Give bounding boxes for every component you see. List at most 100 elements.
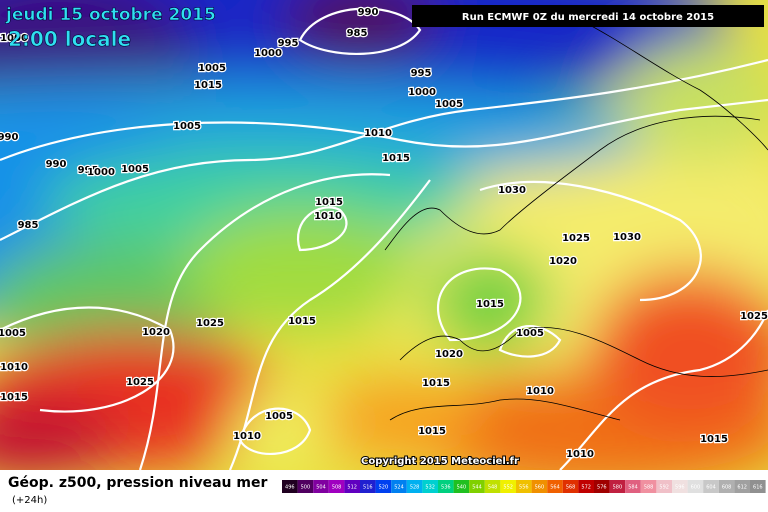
isobar-label: 1000 (0, 33, 28, 44)
isobar-label: 1030 (613, 232, 641, 243)
scale-swatch (594, 480, 610, 493)
isobar-label: 1010 (526, 386, 554, 397)
isobar-label: 1005 (121, 164, 149, 175)
isobar-labels: 9909859951000100510159951000100510051010… (0, 6, 768, 462)
scale-swatch (438, 480, 454, 493)
scale-label: 560 (535, 485, 545, 491)
scale-label: 528 (410, 485, 420, 491)
isobar-label: 1000 (254, 48, 282, 59)
legend-subtitle: (+24h) (12, 495, 47, 506)
isobar-label: 1015 (382, 153, 410, 164)
isobar-label: 1020 (549, 256, 577, 267)
scale-label: 604 (706, 485, 716, 491)
date: jeudi 15 octobre 2015 (5, 5, 216, 25)
scale-label: 540 (457, 485, 467, 491)
scale-label: 576 (597, 485, 607, 491)
scale-label: 588 (644, 485, 654, 491)
scale-swatch (672, 480, 688, 493)
isobar-label: 1005 (173, 121, 201, 132)
scale-label: 556 (519, 485, 529, 491)
isobar-label: 1005 (435, 99, 463, 110)
scale-swatch (313, 480, 329, 493)
scale-label: 532 (425, 485, 435, 491)
isobar-label: 1020 (435, 349, 463, 360)
scale-swatch (469, 480, 485, 493)
isobar-label: 1000 (87, 167, 115, 178)
scale-label: 508 (332, 485, 342, 491)
scale-label: 600 (691, 485, 701, 491)
isobars (0, 7, 768, 471)
scale-label: 516 (363, 485, 373, 491)
isobar-label: 1015 (476, 299, 504, 310)
scale-label: 572 (581, 485, 591, 491)
isobar-label: 1015 (288, 316, 316, 327)
scale-label: 500 (301, 485, 311, 491)
isobar-label: 995 (278, 38, 299, 49)
scale-label: 524 (394, 485, 404, 491)
scale-label: 592 (659, 485, 669, 491)
color-scale: 496 500 504 508 512 516 520 524 528 532 536 540 544 5… (282, 480, 766, 493)
isobar-label: 1015 (0, 392, 28, 403)
isobar-label: 1005 (265, 411, 293, 422)
isobar-label: 1005 (516, 328, 544, 339)
isobar-label: 1015 (194, 80, 222, 91)
scale-swatch (718, 480, 735, 493)
scale-swatch (547, 480, 563, 493)
isobar-label: 1010 (233, 431, 261, 442)
scale-label: 584 (628, 485, 638, 491)
legend-title: Géop. z500, pression niveau mer (8, 475, 267, 491)
isobar-label: 1010 (314, 211, 342, 222)
scale-label: 568 (566, 485, 576, 491)
scale-swatch (656, 480, 672, 493)
run-info: Run ECMWF 0Z du mercredi 14 octobre 2015 (462, 12, 714, 23)
scale-swatch (282, 480, 298, 493)
scale-label: 504 (316, 485, 326, 491)
scale-label: 616 (753, 485, 763, 491)
isobar-label: 1015 (418, 426, 446, 437)
isobar-label: 990 (0, 132, 18, 143)
isobar-label: 995 (411, 68, 432, 79)
scale-swatch (703, 480, 719, 493)
isobar-label: 1010 (0, 362, 28, 373)
scale-swatch (360, 480, 376, 493)
scale-swatch (734, 480, 750, 493)
scale-swatch (609, 480, 626, 493)
isobar-label: 995 (78, 165, 99, 176)
scale-swatch (578, 480, 594, 493)
scale-swatch (391, 480, 407, 493)
isobar-label: 1020 (142, 327, 170, 338)
isobar-label: 1005 (198, 63, 226, 74)
run-box (412, 5, 764, 27)
copyright: Copyright 2015 Meteociel.fr (361, 456, 519, 467)
scale-label: 552 (503, 485, 513, 491)
isobar-label: 1025 (562, 233, 590, 244)
isobar-label: 985 (18, 220, 39, 231)
scale-swatch (625, 480, 641, 493)
isobar-label: 1025 (196, 318, 224, 329)
isobar-label: 1005 (0, 328, 26, 339)
scale-swatch (687, 480, 704, 493)
scale-swatch (750, 480, 766, 493)
field (0, 0, 768, 490)
isobar-label: 1000 (408, 87, 436, 98)
scale-swatch (562, 480, 579, 493)
scale-swatch (516, 480, 532, 493)
scale-label: 512 (347, 485, 357, 491)
scale-swatch (422, 480, 438, 493)
isobar-label: 1015 (422, 378, 450, 389)
isobar-label: 1025 (126, 377, 154, 388)
coastlines (384, 19, 768, 421)
scale-label: 564 (550, 485, 560, 491)
scale-swatch (500, 480, 516, 493)
scale-swatch (406, 480, 423, 493)
time: 2:00 locale (8, 27, 131, 51)
scale-swatch (640, 480, 657, 493)
isobar-label: 1010 (364, 128, 392, 139)
isobar-label: 1030 (498, 185, 526, 196)
isobar-label: 1010 (566, 449, 594, 460)
isobar-label: 990 (46, 159, 67, 170)
isobar-label: 985 (347, 28, 368, 39)
scale-swatch (375, 480, 392, 493)
